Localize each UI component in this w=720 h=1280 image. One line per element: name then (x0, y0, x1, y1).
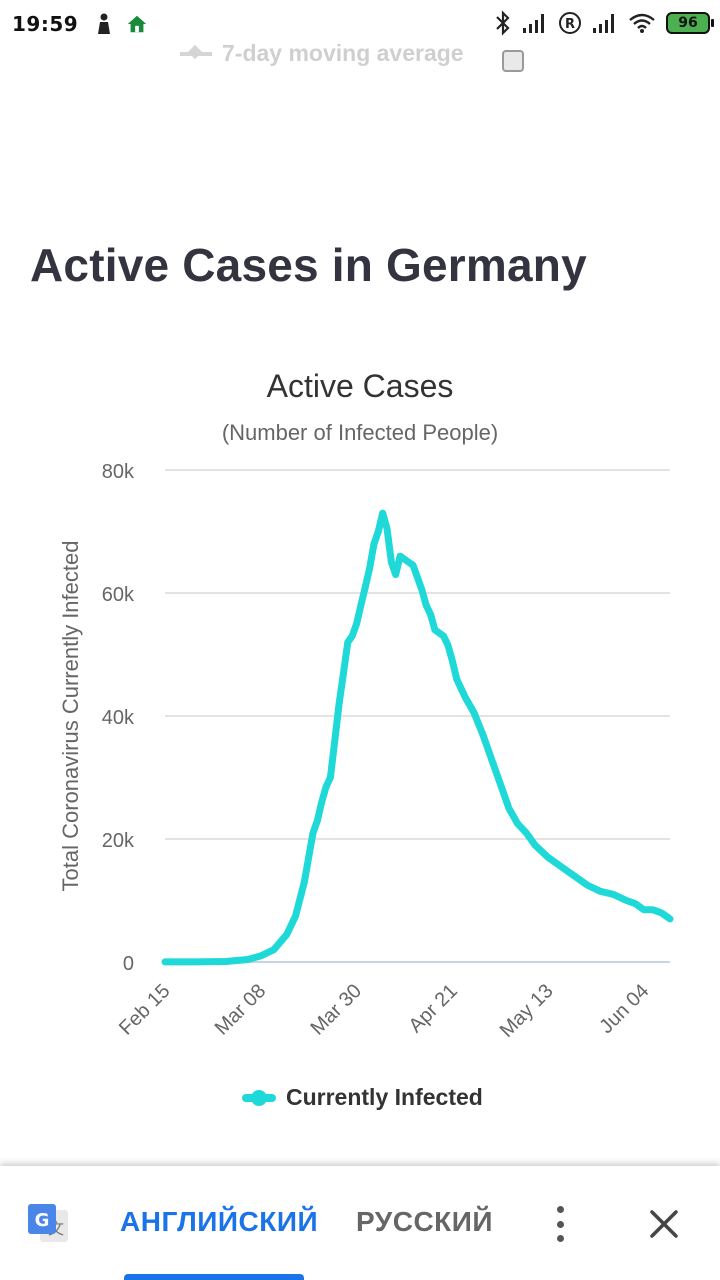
chart-legend[interactable]: Currently Infected (242, 1084, 483, 1111)
status-time: 19:59 (12, 12, 79, 36)
notification-person-icon (98, 13, 111, 34)
home-icon (128, 15, 147, 33)
svg-text:R: R (565, 17, 575, 32)
status-right-icons: R 96 (494, 10, 714, 36)
wifi-icon (629, 13, 655, 33)
bluetooth-icon (496, 10, 510, 36)
translate-bar: 文 G АНГЛИЙСКИЙ РУССКИЙ (0, 1166, 720, 1280)
active-tab-indicator (124, 1274, 304, 1280)
active-cases-chart: 0 20k 40k 60k 80k Feb 15 Mar 08 Mar 30 Apr 21 May… (58, 461, 674, 1042)
x-tick-label: Mar 08 (211, 980, 271, 1040)
tab-english[interactable]: АНГЛИЙСКИЙ (120, 1206, 319, 1237)
y-tick-label: 80k (102, 461, 135, 483)
status-bar: 19:59 R (0, 0, 720, 48)
chart-subtitle: (Number of Infected People) (221, 420, 499, 445)
legend-label-currently-infected: Currently Infected (286, 1084, 483, 1110)
battery-indicator: 96 (666, 12, 714, 34)
close-icon[interactable] (644, 1204, 684, 1244)
battery-level: 96 (678, 15, 698, 31)
x-tick-label: Feb 15 (115, 980, 175, 1040)
x-tick-label: Jun 04 (595, 980, 653, 1038)
x-tick-label: May 13 (496, 980, 558, 1042)
y-tick-label: 0 (123, 953, 134, 975)
y-tick-label: 40k (102, 707, 135, 729)
x-tick-label: Mar 30 (307, 980, 367, 1040)
moving-average-label: 7-day moving average (222, 40, 464, 66)
section-title: Active Cases in Germany (30, 239, 587, 291)
series-line-currently-infected (161, 509, 674, 966)
y-tick-label: 20k (102, 830, 135, 852)
google-translate-icon[interactable]: 文 G (26, 1202, 70, 1246)
moving-average-checkbox[interactable] (502, 50, 524, 72)
y-axis-label: Total Coronavirus Currently Infected (58, 541, 83, 892)
tab-russian[interactable]: РУССКИЙ (356, 1206, 494, 1237)
signal-icon (523, 14, 544, 33)
chart-title: Active Cases (266, 368, 454, 404)
moving-average-swatch-icon (180, 51, 212, 56)
y-tick-label: 60k (102, 584, 135, 606)
x-tick-label: Apr 21 (405, 980, 462, 1037)
legend-swatch-icon (242, 1089, 276, 1106)
more-options-icon[interactable] (548, 1204, 572, 1244)
moving-average-legend[interactable]: 7-day moving average (180, 40, 464, 67)
svg-text:G: G (35, 1210, 50, 1231)
roaming-icon: R (559, 12, 581, 34)
signal-2-icon (593, 14, 614, 33)
status-left-icons (92, 12, 148, 36)
